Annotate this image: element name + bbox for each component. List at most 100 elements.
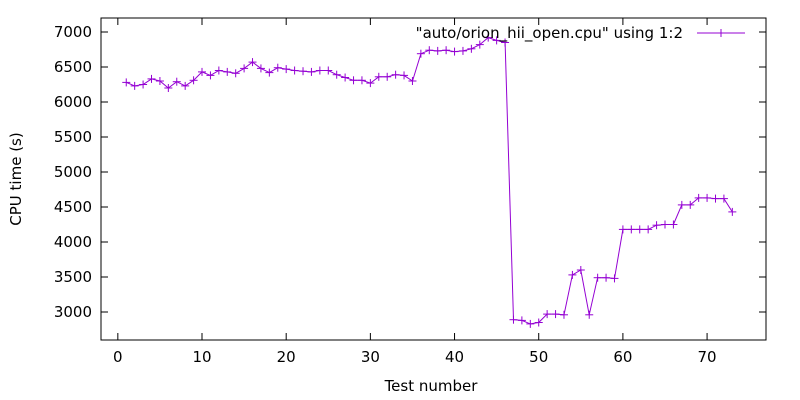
x-tick-label: 20: [277, 348, 296, 366]
data-point: [517, 316, 526, 325]
data-point: [391, 70, 400, 79]
legend: "auto/orion_hii_open.cpu" using 1:2: [416, 24, 745, 43]
data-point: [711, 194, 720, 203]
data-point: [357, 76, 366, 85]
x-tick-label: 0: [113, 348, 123, 366]
data-point: [400, 71, 409, 80]
data-point: [256, 64, 265, 73]
data-point: [677, 200, 686, 209]
data-point: [122, 78, 131, 87]
y-tick-label: 4000: [54, 233, 92, 251]
data-point: [644, 225, 653, 234]
data-point: [248, 58, 257, 67]
data-point: [526, 319, 535, 328]
data-point: [593, 273, 602, 282]
legend-marker: [717, 29, 725, 37]
data-point: [240, 64, 249, 73]
legend-entry-label: "auto/orion_hii_open.cpu" using 1:2: [416, 24, 683, 43]
data-point: [602, 273, 611, 282]
x-tick-label: 50: [529, 348, 548, 366]
data-point: [484, 33, 493, 42]
y-tick-label: 7000: [54, 23, 92, 41]
data-point: [383, 72, 392, 81]
data-point: [610, 274, 619, 283]
data-point: [416, 49, 425, 58]
data-point: [559, 310, 568, 319]
y-tick-label: 3000: [54, 303, 92, 321]
data-point: [501, 38, 510, 47]
x-tick-label: 70: [698, 348, 717, 366]
y-tick-label: 5500: [54, 128, 92, 146]
data-point: [147, 74, 156, 83]
data-point: [728, 207, 737, 216]
data-point: [214, 66, 223, 75]
data-point: [719, 194, 728, 203]
data-point: [467, 44, 476, 53]
data-point: [568, 270, 577, 279]
data-point: [231, 69, 240, 78]
data-point: [130, 81, 139, 90]
data-point: [618, 225, 627, 234]
y-axis-ticks: 3000 3500 4000 4500 5000 5500 6000 6500 7000: [54, 23, 766, 321]
data-point: [627, 225, 636, 234]
x-tick-label: 30: [361, 348, 380, 366]
data-point: [273, 63, 282, 72]
data-point: [265, 68, 274, 77]
data-point: [332, 70, 341, 79]
data-point: [458, 46, 467, 55]
data-point: [198, 67, 207, 76]
data-point: [155, 77, 164, 85]
plot-frame: [100, 17, 767, 341]
data-point: [635, 225, 644, 234]
data-point: [341, 73, 350, 82]
data-point: [223, 67, 232, 76]
data-point: [534, 318, 543, 327]
data-point: [551, 310, 560, 319]
x-tick-label: 10: [192, 348, 211, 366]
data-point: [206, 71, 215, 80]
data-point: [425, 46, 434, 55]
x-axis-label: Test number: [384, 377, 479, 395]
data-point: [585, 310, 594, 319]
data-point: [660, 220, 669, 229]
data-point: [315, 66, 324, 75]
data-point: [686, 200, 695, 209]
data-point: [139, 80, 148, 89]
data-point: [652, 221, 661, 230]
y-tick-label: 4500: [54, 198, 92, 216]
y-tick-label: 6000: [54, 93, 92, 111]
data-point: [509, 315, 518, 324]
y-tick-label: 5000: [54, 163, 92, 181]
data-point: [543, 310, 552, 319]
data-point: [408, 77, 417, 85]
data-point: [442, 46, 451, 55]
data-point: [349, 76, 358, 85]
data-point: [450, 47, 459, 56]
data-point: [282, 65, 291, 74]
data-point: [374, 72, 383, 81]
data-point: [694, 193, 703, 202]
x-axis-ticks: 0 10 20 30 40 50 60 70: [113, 18, 717, 366]
data-point: [324, 66, 333, 75]
x-tick-label: 60: [613, 348, 632, 366]
data-point: [172, 77, 181, 86]
data-point: [576, 266, 585, 274]
data-point: [433, 46, 442, 55]
data-point: [299, 67, 308, 76]
data-point: [475, 40, 484, 49]
data-point: [164, 84, 173, 92]
data-point: [307, 67, 316, 76]
data-point: [290, 66, 299, 75]
data-point: [189, 76, 198, 85]
y-tick-label: 3500: [54, 268, 92, 286]
y-axis-label: CPU time (s): [7, 132, 25, 225]
data-point: [181, 81, 190, 90]
data-point: [703, 193, 712, 202]
data-point: [492, 36, 501, 45]
series-line: [126, 37, 733, 325]
data-point: [366, 79, 375, 88]
y-tick-label: 6500: [54, 58, 92, 76]
data-point: [669, 220, 678, 229]
series-layer: [122, 33, 737, 328]
